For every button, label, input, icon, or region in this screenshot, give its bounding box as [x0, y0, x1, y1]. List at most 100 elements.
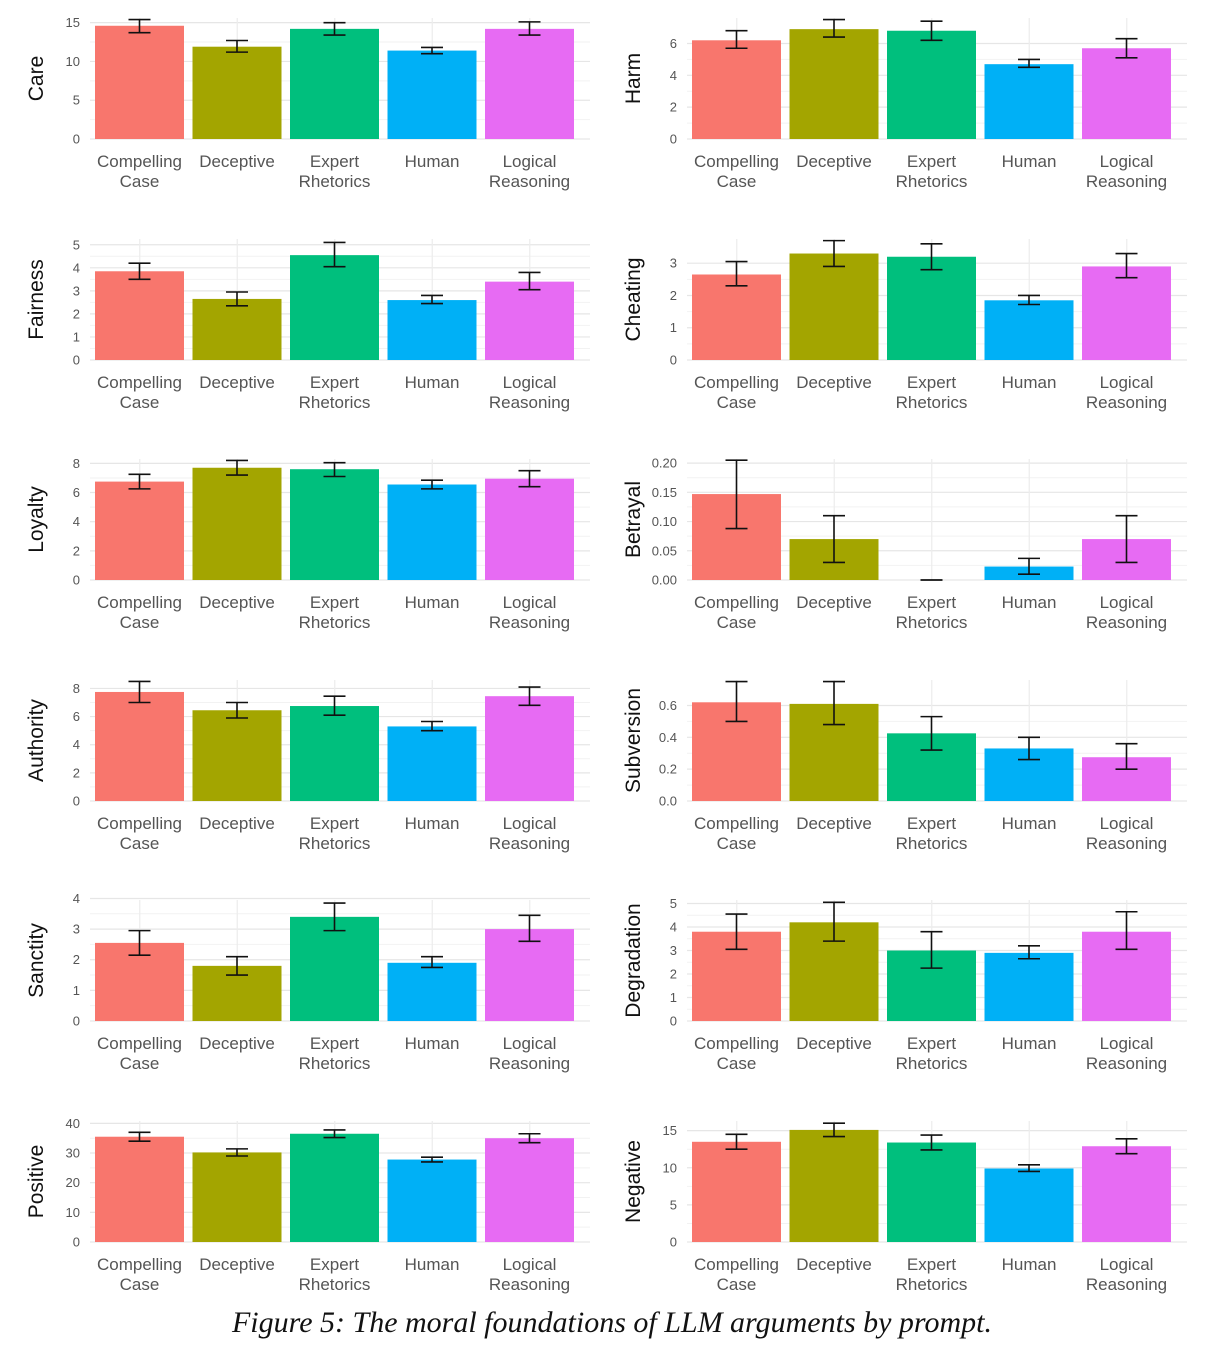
x-tick-label: Expert — [907, 373, 956, 392]
bar-human — [387, 484, 477, 580]
error-bar — [920, 715, 943, 751]
x-tick-label: Logical — [1100, 1034, 1154, 1053]
y-tick-label: 2 — [73, 952, 80, 967]
x-tick-label: Deceptive — [199, 1034, 275, 1053]
bar-compelling-case — [692, 1141, 781, 1242]
bar-human — [387, 1159, 477, 1242]
y-axis-label: Positive — [25, 1145, 48, 1219]
error-bar — [823, 239, 845, 268]
x-tick-label: Human — [405, 1255, 460, 1274]
bar-expert-rhetorics — [290, 28, 379, 139]
x-tick-label: Deceptive — [199, 593, 275, 612]
y-tick-label: 6 — [670, 36, 677, 51]
bar-human — [984, 1168, 1074, 1242]
y-tick-label: 0 — [670, 353, 677, 368]
y-tick-label: 1 — [670, 990, 677, 1005]
x-tick-label: Case — [120, 613, 160, 632]
y-tick-label: 10 — [66, 1205, 80, 1220]
bar-deceptive — [192, 298, 282, 360]
y-axis-label: Cheating — [622, 257, 645, 341]
x-tick-label: Compelling — [97, 814, 182, 833]
figure-caption: Figure 5: The moral foundations of LLM a… — [231, 1306, 992, 1339]
x-tick-label: Deceptive — [796, 593, 872, 612]
error-bar — [823, 18, 845, 38]
x-tick-label: Expert — [310, 1034, 359, 1053]
x-tick-label: Expert — [907, 814, 956, 833]
error-bar — [518, 1132, 541, 1144]
y-tick-label: 6 — [73, 709, 80, 724]
y-tick-label: 4 — [73, 737, 80, 752]
bar-expert-rhetorics — [887, 1142, 976, 1242]
x-tick-label: Rhetorics — [896, 834, 968, 853]
error-bar — [725, 1133, 748, 1151]
error-bar — [226, 1148, 248, 1157]
bar-logical-reasoning — [485, 478, 574, 580]
y-tick-label: 0 — [73, 353, 80, 368]
x-tick-label: Compelling — [694, 1034, 779, 1053]
bar-expert-rhetorics — [290, 706, 379, 801]
x-tick-label: Deceptive — [796, 814, 872, 833]
bar-deceptive — [789, 29, 879, 139]
x-tick-label: Reasoning — [489, 613, 570, 632]
error-bar — [920, 1134, 943, 1151]
error-bar — [1115, 514, 1138, 564]
x-tick-label: Expert — [907, 593, 956, 612]
bar-deceptive — [192, 710, 282, 801]
y-axis-label: Fairness — [25, 259, 48, 340]
y-tick-label: 3 — [670, 943, 677, 958]
y-tick-label: 30 — [66, 1146, 80, 1161]
x-tick-label: Rhetorics — [896, 393, 968, 412]
error-bar — [323, 241, 346, 268]
bar-expert-rhetorics — [290, 916, 379, 1021]
x-tick-label: Case — [717, 393, 757, 412]
x-tick-label: Logical — [1100, 373, 1154, 392]
x-tick-label: Case — [120, 393, 160, 412]
error-bar — [1115, 37, 1138, 59]
x-tick-label: Rhetorics — [896, 172, 968, 191]
x-tick-label: Rhetorics — [896, 613, 968, 632]
bar-human — [984, 64, 1074, 139]
error-bar — [128, 18, 151, 34]
bar-logical-reasoning — [485, 28, 574, 139]
x-tick-label: Human — [405, 152, 460, 171]
y-tick-label: 0.4 — [659, 730, 677, 745]
y-tick-label: 0 — [670, 1235, 677, 1250]
x-tick-label: Case — [120, 172, 160, 191]
error-bar — [518, 914, 541, 943]
y-tick-label: 3 — [73, 922, 80, 937]
error-bar — [128, 680, 151, 704]
error-bar — [226, 701, 248, 719]
x-tick-label: Rhetorics — [299, 613, 371, 632]
bar-logical-reasoning — [1082, 48, 1171, 139]
x-tick-label: Reasoning — [1086, 172, 1167, 191]
x-tick-label: Reasoning — [1086, 834, 1167, 853]
error-bar — [421, 46, 443, 55]
x-tick-label: Case — [120, 1275, 160, 1294]
x-tick-label: Logical — [1100, 152, 1154, 171]
x-tick-label: Rhetorics — [299, 1275, 371, 1294]
y-tick-label: 5 — [670, 896, 677, 911]
error-bar — [1018, 557, 1040, 575]
x-tick-label: Rhetorics — [896, 1275, 968, 1294]
x-tick-label: Case — [717, 1275, 757, 1294]
bar-human — [387, 50, 477, 140]
error-bar — [920, 930, 943, 969]
bar-compelling-case — [692, 274, 781, 360]
y-tick-label: 15 — [663, 1123, 677, 1138]
bar-expert-rhetorics — [290, 1133, 379, 1242]
y-tick-label: 0 — [670, 1014, 677, 1029]
error-bar — [323, 1129, 346, 1139]
x-tick-label: Reasoning — [489, 393, 570, 412]
x-tick-label: Compelling — [97, 1034, 182, 1053]
bar-deceptive — [789, 1129, 879, 1242]
error-bar — [1115, 742, 1138, 770]
y-tick-label: 1 — [73, 983, 80, 998]
error-bar — [1115, 1138, 1138, 1155]
x-tick-label: Deceptive — [199, 814, 275, 833]
x-tick-label: Reasoning — [1086, 1275, 1167, 1294]
y-axis-label: Negative — [622, 1140, 645, 1223]
